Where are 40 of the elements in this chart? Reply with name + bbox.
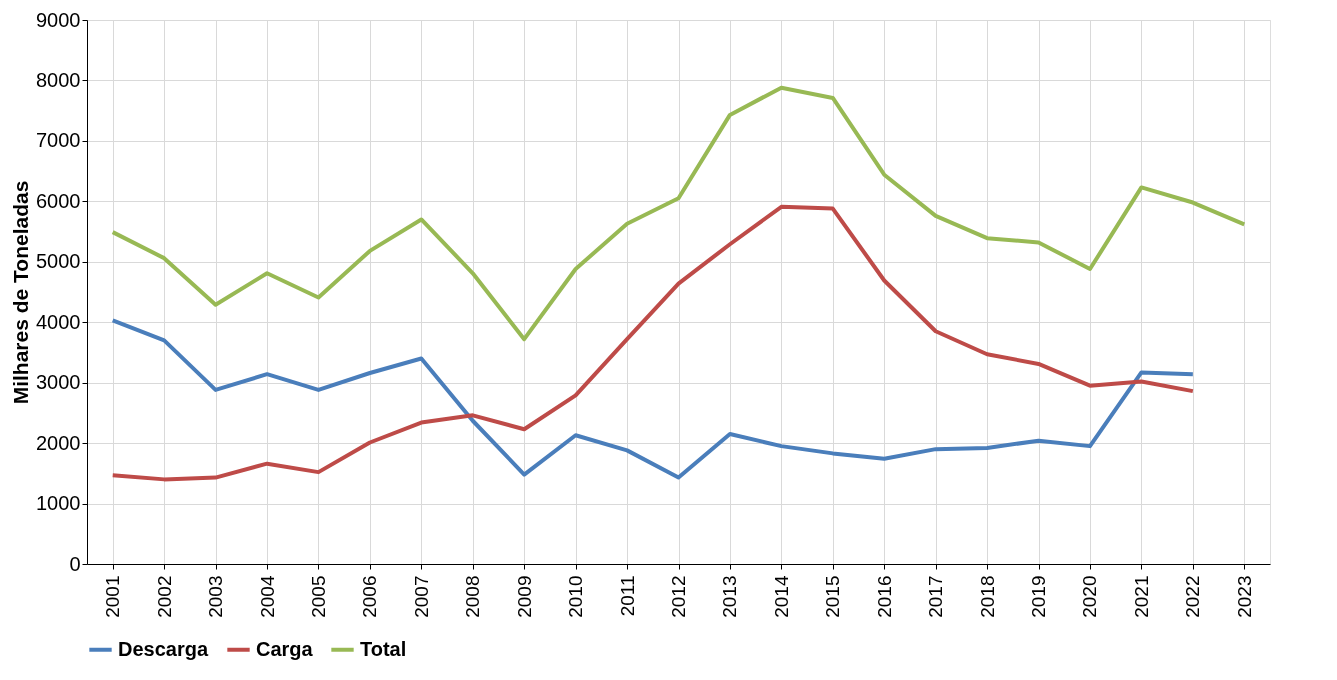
x-tick-label: 2019 — [1028, 575, 1050, 618]
y-tick-label: 3000 — [36, 371, 81, 394]
legend-label: Descarga — [118, 637, 209, 660]
x-tick-label: 2007 — [410, 575, 432, 618]
x-tick-label: 2022 — [1182, 575, 1204, 618]
x-tick-label: 2011 — [616, 575, 638, 617]
y-tick-label: 4000 — [36, 310, 81, 333]
x-tick-label: 2006 — [359, 575, 381, 618]
x-tick-label: 2013 — [719, 575, 741, 618]
x-tick-label: 2018 — [976, 575, 998, 618]
x-tick-label: 2014 — [770, 575, 792, 618]
x-tick-label: 2005 — [307, 575, 329, 618]
x-tick-label: 2020 — [1079, 575, 1101, 618]
y-axis-title: Milhares de Toneladas — [9, 180, 33, 405]
line-series — [110, 318, 1195, 480]
y-tick-label: 2000 — [36, 431, 81, 454]
x-tick-label: 2021 — [1130, 575, 1152, 618]
x-tick-label: 2023 — [1233, 575, 1255, 618]
y-tick-label: 5000 — [36, 250, 81, 273]
x-tick-label: 2015 — [822, 575, 844, 618]
x-tick-label: 2010 — [565, 575, 587, 618]
y-tick-label: 8000 — [36, 68, 81, 91]
x-tick-label: 2016 — [873, 575, 895, 618]
x-tick-label: 2001 — [102, 575, 124, 618]
y-tick-label: 6000 — [36, 189, 81, 212]
y-tick-label: 9000 — [36, 8, 81, 31]
y-tick-label: 0 — [69, 552, 81, 575]
x-tick-label: 2002 — [153, 575, 175, 618]
x-tick-label: 2017 — [925, 575, 947, 618]
legend-label: Total — [360, 637, 407, 660]
y-tick-label: 7000 — [36, 129, 81, 152]
x-tick-label: 2012 — [668, 575, 689, 618]
legend-label: Carga — [256, 637, 314, 660]
x-tick-label: 2009 — [513, 575, 535, 618]
line-series — [110, 85, 1247, 342]
x-tick-label: 2003 — [205, 575, 227, 618]
line-series — [110, 204, 1195, 482]
y-tick-label: 1000 — [36, 492, 81, 515]
x-tick-label: 2008 — [462, 575, 484, 618]
x-tick-label: 2004 — [256, 575, 278, 618]
